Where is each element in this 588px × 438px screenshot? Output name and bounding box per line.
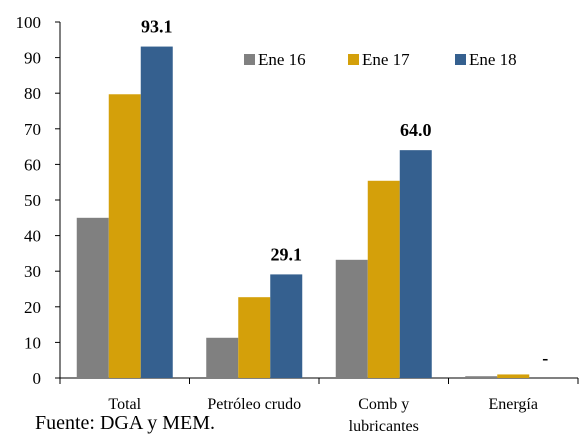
legend-swatch — [244, 54, 255, 65]
x-category-label-line: Comb y — [358, 396, 409, 413]
x-category-label-line: Petróleo crudo — [207, 396, 301, 413]
source-note: Fuente: DGA y MEM. — [35, 412, 215, 434]
y-tick-label: 40 — [24, 227, 41, 246]
legend-label: Ene 17 — [362, 50, 410, 69]
y-tick-label: 80 — [24, 84, 41, 103]
x-category-label: Total — [108, 396, 141, 413]
bar — [335, 259, 368, 378]
data-label: - — [542, 348, 548, 368]
y-tick-label: 60 — [24, 155, 41, 174]
legend-swatch — [348, 54, 359, 65]
y-axis: 0 10 20 30 40 50 60 70 80 90 100 — [16, 13, 61, 388]
legend-label: Ene 16 — [258, 50, 306, 69]
legend-label: Ene 18 — [469, 50, 517, 69]
data-label: 64.0 — [400, 120, 432, 140]
y-tick-label: 10 — [24, 333, 41, 352]
data-labels: 93.1 29.1 64.0 - — [141, 17, 548, 368]
y-tick-label: 20 — [24, 298, 41, 317]
bar — [399, 150, 432, 378]
x-category-label-line: Total — [108, 396, 141, 413]
data-label: 93.1 — [141, 17, 173, 37]
bar — [140, 46, 173, 379]
bar — [367, 180, 400, 378]
x-category-label-line: Energía — [489, 396, 538, 413]
bar — [206, 337, 239, 378]
data-label: 29.1 — [271, 244, 303, 264]
y-tick-label: 100 — [16, 13, 42, 32]
legend-swatch — [455, 54, 466, 65]
y-tick-label: 90 — [24, 49, 41, 68]
legend-item: Ene 17 — [348, 50, 410, 69]
bar — [76, 217, 109, 378]
y-tick-label: 30 — [24, 262, 41, 281]
bar — [270, 274, 303, 378]
x-category-label: Energía — [489, 396, 538, 413]
bar — [465, 376, 498, 378]
bar — [497, 374, 530, 378]
bar — [108, 94, 141, 378]
bars — [76, 46, 530, 379]
legend-item: Ene 18 — [455, 50, 517, 69]
y-tick-label: 0 — [33, 369, 42, 388]
legend: Ene 16 Ene 17 Ene 18 — [244, 50, 517, 69]
x-category-label: Petróleo crudo — [207, 396, 301, 413]
y-tick-label: 50 — [24, 191, 41, 210]
legend-item: Ene 16 — [244, 50, 306, 69]
x-category-label-line: lubricantes — [349, 418, 419, 435]
bar — [238, 297, 271, 378]
x-category-label: Comb y lubricantes — [349, 396, 419, 435]
y-tick-label: 70 — [24, 120, 41, 139]
